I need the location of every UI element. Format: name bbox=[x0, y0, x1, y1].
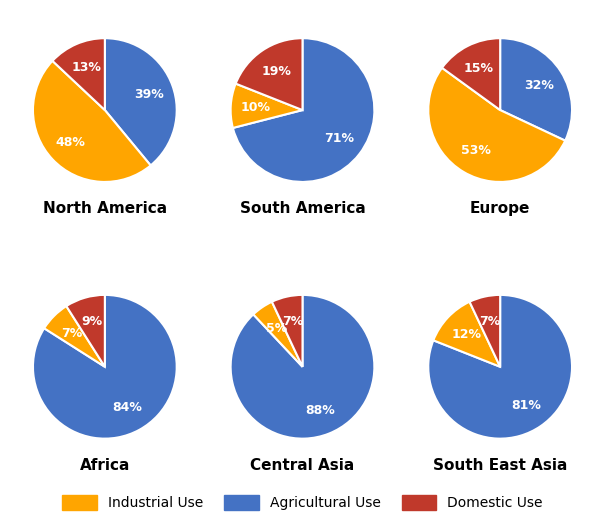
Text: 7%: 7% bbox=[282, 315, 303, 328]
Text: 81%: 81% bbox=[511, 399, 541, 412]
Wedge shape bbox=[231, 84, 302, 128]
Title: North America: North America bbox=[43, 201, 167, 216]
Text: 10%: 10% bbox=[241, 101, 271, 114]
Wedge shape bbox=[67, 295, 105, 367]
Wedge shape bbox=[500, 38, 572, 140]
Text: 19%: 19% bbox=[261, 65, 291, 78]
Text: 48%: 48% bbox=[56, 136, 86, 148]
Wedge shape bbox=[233, 38, 374, 182]
Wedge shape bbox=[236, 38, 302, 110]
Wedge shape bbox=[231, 295, 374, 439]
Text: 88%: 88% bbox=[305, 403, 335, 417]
Wedge shape bbox=[105, 38, 177, 166]
Text: 32%: 32% bbox=[525, 79, 555, 92]
Text: 5%: 5% bbox=[266, 322, 287, 335]
Text: 15%: 15% bbox=[464, 62, 494, 75]
Title: South America: South America bbox=[240, 201, 365, 216]
Title: South East Asia: South East Asia bbox=[433, 458, 567, 473]
Wedge shape bbox=[33, 295, 177, 439]
Title: Europe: Europe bbox=[470, 201, 531, 216]
Title: Central Asia: Central Asia bbox=[250, 458, 355, 473]
Wedge shape bbox=[44, 306, 105, 367]
Text: 39%: 39% bbox=[134, 88, 164, 101]
Wedge shape bbox=[428, 68, 565, 182]
Wedge shape bbox=[428, 295, 572, 439]
Wedge shape bbox=[433, 302, 500, 367]
Wedge shape bbox=[442, 38, 500, 110]
Text: 13%: 13% bbox=[71, 61, 101, 74]
Text: 53%: 53% bbox=[462, 144, 491, 157]
Text: 7%: 7% bbox=[479, 315, 500, 328]
Title: Africa: Africa bbox=[80, 458, 130, 473]
Text: 7%: 7% bbox=[61, 327, 82, 340]
Text: 71%: 71% bbox=[324, 132, 355, 145]
Text: 12%: 12% bbox=[451, 329, 481, 341]
Wedge shape bbox=[53, 38, 105, 110]
Wedge shape bbox=[272, 295, 302, 367]
Legend: Industrial Use, Agricultural Use, Domestic Use: Industrial Use, Agricultural Use, Domest… bbox=[55, 488, 550, 517]
Wedge shape bbox=[469, 295, 500, 367]
Text: 9%: 9% bbox=[81, 315, 102, 329]
Wedge shape bbox=[253, 302, 302, 367]
Wedge shape bbox=[33, 61, 151, 182]
Text: 84%: 84% bbox=[113, 401, 142, 414]
